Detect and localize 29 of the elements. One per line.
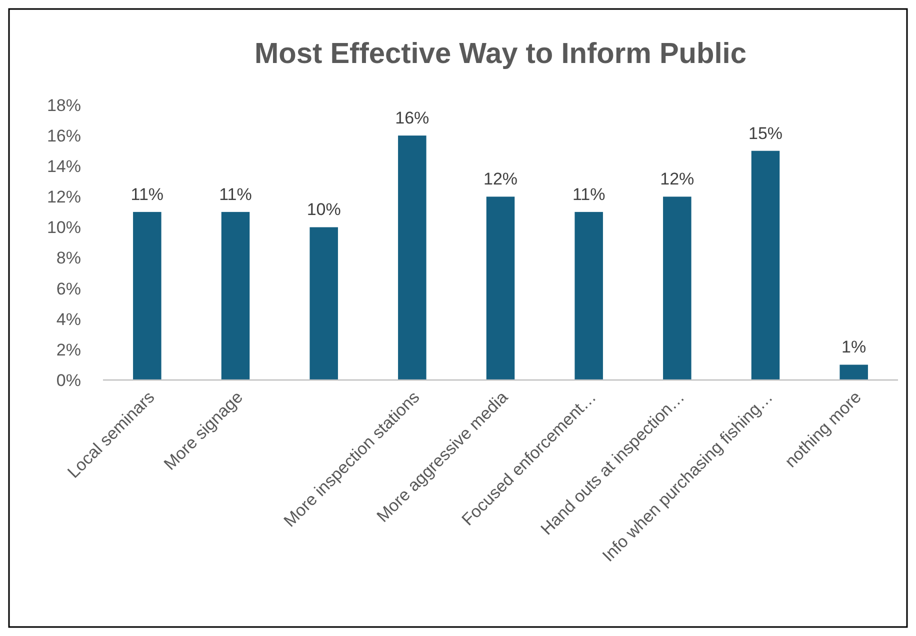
- data-label: 12%: [660, 170, 694, 189]
- y-tick-label: 18%: [46, 96, 81, 115]
- data-label: 10%: [306, 200, 341, 220]
- bar: [663, 196, 692, 380]
- bar: [574, 212, 603, 380]
- y-tick-label: 16%: [46, 126, 81, 146]
- bar: [840, 364, 868, 380]
- bar: [751, 150, 780, 380]
- data-label: 15%: [748, 124, 783, 143]
- y-tick-label: 2%: [56, 340, 81, 360]
- data-label: 11%: [572, 184, 606, 204]
- data-label: 1%: [842, 338, 866, 357]
- data-label: 16%: [395, 108, 430, 128]
- y-tick-label: 4%: [56, 310, 81, 329]
- bar: [398, 136, 426, 380]
- y-tick-label: 6%: [56, 279, 81, 298]
- y-tick-label: 14%: [46, 157, 81, 176]
- bar: [486, 196, 515, 380]
- bar: [310, 227, 338, 380]
- data-label: 12%: [483, 170, 518, 189]
- bar: [133, 212, 162, 380]
- y-tick-label: 12%: [46, 188, 81, 207]
- data-label: 11%: [219, 184, 252, 204]
- y-tick-label: 0%: [56, 370, 81, 390]
- chart-title: Most Effective Way to Inform Public: [254, 38, 746, 70]
- bar: [221, 212, 250, 380]
- y-tick-label: 8%: [56, 248, 81, 268]
- y-tick-label: 10%: [46, 218, 81, 238]
- data-label: 11%: [130, 184, 164, 204]
